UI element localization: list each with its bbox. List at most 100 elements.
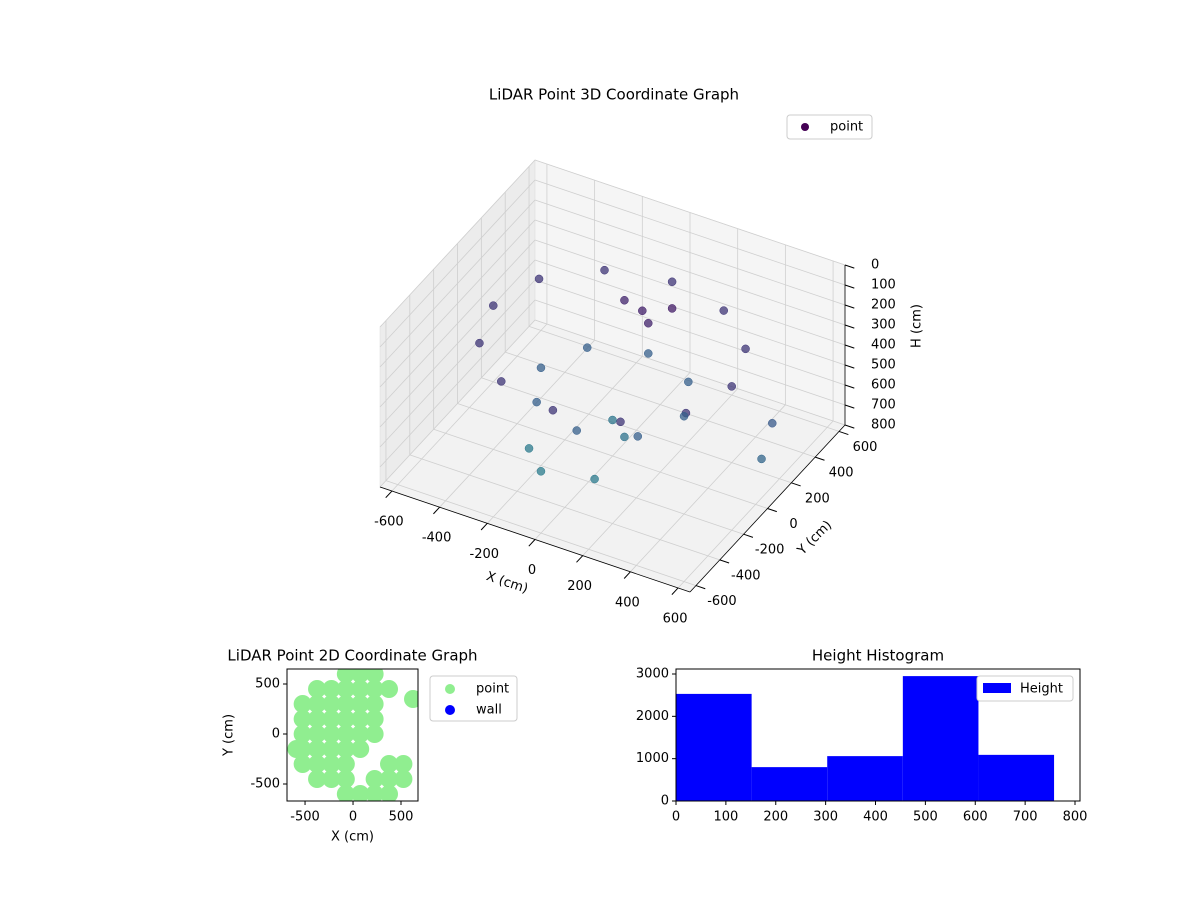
z-tick-label: 600 — [871, 378, 896, 393]
grid-line — [433, 428, 744, 535]
x-tick-label: 500 — [389, 810, 414, 825]
x-tick-label: 500 — [913, 810, 938, 825]
point-3d — [727, 382, 736, 391]
grid-line — [534, 199, 846, 306]
grid-line — [379, 159, 536, 328]
point-2d — [308, 755, 327, 773]
point-2d — [336, 785, 355, 801]
point-2d — [365, 725, 384, 743]
tick-mark — [844, 304, 855, 309]
z-tick-label: 200 — [871, 298, 896, 313]
y-tick-label: 0 — [661, 794, 669, 809]
histogram-bar — [978, 754, 1055, 801]
point-3d — [548, 405, 558, 415]
chart-title: LiDAR Point 3D Coordinate Graph — [489, 86, 739, 104]
point-3d — [667, 304, 677, 313]
z-tick-label: 700 — [871, 398, 896, 413]
y-tick-label: 1000 — [636, 751, 669, 766]
point-2d — [351, 725, 370, 743]
y-tick-label: 2000 — [636, 709, 669, 724]
point-3d — [768, 418, 777, 428]
point-2d — [404, 690, 418, 708]
tick-mark — [528, 539, 536, 547]
point-2d — [365, 669, 384, 683]
tick-mark — [767, 508, 777, 513]
tick-mark — [844, 424, 855, 429]
grid-line — [534, 259, 846, 366]
point-3d — [489, 301, 498, 310]
point-2d — [322, 740, 341, 758]
point-2d — [322, 710, 341, 728]
z-tick-label: 100 — [871, 278, 896, 293]
point-2d — [351, 669, 370, 683]
point-2d — [293, 755, 312, 773]
tick-mark — [844, 404, 855, 409]
legend-label: point — [476, 682, 509, 697]
tick-mark — [743, 533, 754, 538]
x-tick-label: 400 — [615, 595, 640, 610]
grid-line — [534, 179, 846, 286]
x-tick-label: 0 — [349, 810, 357, 825]
tick-mark — [844, 264, 855, 269]
x-tick-label: 200 — [567, 579, 592, 594]
point-2d — [336, 770, 355, 788]
point-2d — [322, 695, 341, 713]
point-3d — [719, 306, 728, 315]
point-2d — [293, 710, 312, 728]
tick-mark — [385, 490, 393, 499]
grid-line — [505, 351, 816, 458]
grid-line — [534, 239, 846, 346]
legend-marker — [801, 123, 809, 131]
x-axis-line — [379, 486, 691, 593]
legend-label: Height — [1020, 682, 1063, 697]
point-3d — [679, 411, 689, 421]
point-3d — [608, 415, 617, 425]
x-tick-label: 600 — [663, 611, 688, 626]
grid-line — [379, 239, 536, 408]
grid-line — [457, 403, 768, 509]
z-tick-label: 300 — [871, 318, 896, 333]
y-axis-label: Y (cm) — [794, 518, 835, 559]
point-2d — [322, 770, 341, 788]
grid-line — [534, 159, 846, 266]
grid-line — [379, 299, 536, 468]
y-tick-label: -400 — [731, 568, 761, 583]
y-tick-label: -500 — [250, 777, 280, 792]
tick-mark — [838, 430, 849, 436]
point-3d — [633, 432, 643, 441]
point-3d — [741, 344, 750, 354]
legend-label: point — [830, 120, 863, 135]
point-2d — [308, 695, 327, 713]
point-2d — [394, 755, 413, 773]
point-3d — [590, 474, 599, 484]
point-2d — [308, 680, 327, 698]
point-2d — [351, 695, 370, 713]
point-3d — [616, 417, 625, 427]
y-tick-label: 0 — [272, 727, 280, 742]
point-2d — [365, 680, 384, 698]
point-2d — [336, 680, 355, 698]
axes-frame — [286, 668, 419, 802]
x-tick-label: 600 — [963, 810, 988, 825]
legend-marker — [445, 684, 455, 694]
x-tick-label: -400 — [422, 531, 452, 546]
point-3d — [644, 318, 653, 328]
point-2d — [293, 695, 312, 713]
tick-mark — [791, 482, 801, 487]
point-3d — [644, 349, 653, 358]
z-axis-label: H (cm) — [910, 304, 925, 348]
point-2d — [365, 695, 384, 713]
y-tick-label: 600 — [853, 440, 878, 455]
grid-line — [379, 319, 536, 488]
point-2d — [336, 669, 355, 683]
y-tick-label: 200 — [805, 491, 830, 506]
tick-mark — [844, 324, 855, 329]
tick-mark — [844, 384, 855, 389]
y-axis-label: Y (cm) — [222, 714, 237, 757]
point-3d — [638, 306, 647, 316]
point-3d — [600, 265, 609, 275]
x-tick-label: 400 — [863, 810, 888, 825]
x-tick-label: 100 — [713, 810, 738, 825]
z-tick-label: 800 — [871, 418, 896, 433]
point-3d — [536, 363, 546, 373]
